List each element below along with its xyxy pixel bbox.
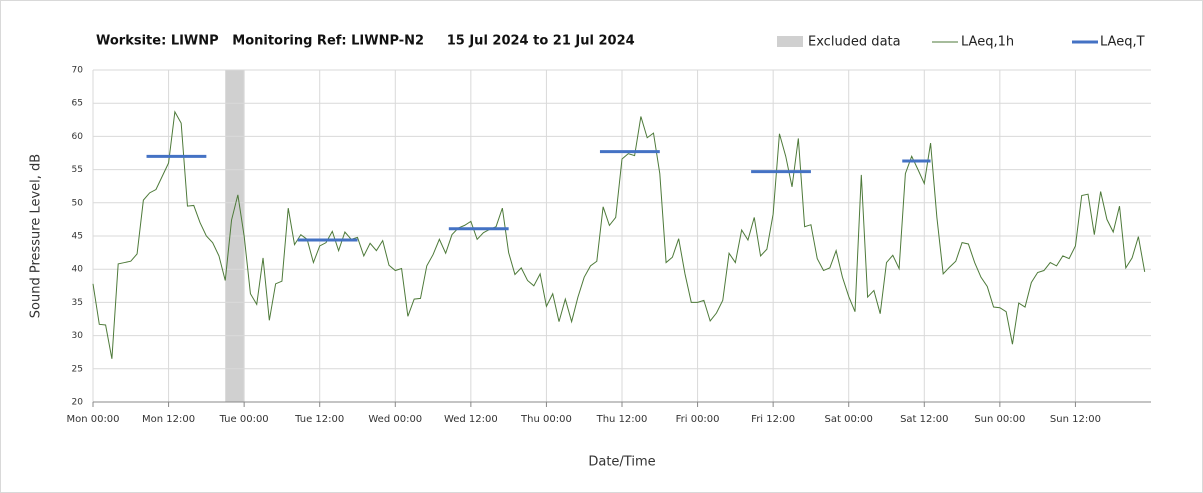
- y-tick-label: 65: [72, 99, 83, 109]
- x-tick-label: Mon 00:00: [66, 414, 119, 425]
- y-tick-label: 30: [72, 331, 84, 341]
- y-tick-label: 55: [72, 165, 83, 175]
- x-tick-label: Sun 00:00: [974, 414, 1025, 425]
- y-tick-label: 60: [72, 132, 84, 142]
- x-tick-label: Sat 12:00: [900, 414, 948, 425]
- x-tick-label: Tue 00:00: [219, 414, 269, 425]
- x-tick-label: Wed 12:00: [444, 414, 498, 425]
- x-tick-label: Sun 12:00: [1050, 414, 1101, 425]
- legend-label: Excluded data: [808, 35, 901, 50]
- y-tick-label: 20: [72, 398, 84, 408]
- x-tick-label: Mon 12:00: [142, 414, 195, 425]
- x-tick-label: Fri 12:00: [751, 414, 795, 425]
- legend-label: LAeq,T: [1100, 35, 1145, 50]
- x-tick-label: Tue 12:00: [294, 414, 344, 425]
- y-tick-label: 35: [72, 298, 83, 308]
- x-tick-label: Thu 00:00: [520, 414, 572, 425]
- y-tick-label: 25: [72, 364, 83, 374]
- y-axis-label: Sound Pressure Level, dB: [29, 154, 44, 318]
- y-tick-label: 40: [72, 265, 84, 275]
- x-tick-label: Fri 00:00: [676, 414, 720, 425]
- legend-swatch-excluded: [777, 36, 803, 47]
- y-tick-label: 50: [72, 198, 84, 208]
- x-tick-label: Wed 00:00: [368, 414, 422, 425]
- x-tick-label: Sat 00:00: [825, 414, 873, 425]
- legend-label: LAeq,1h: [961, 35, 1014, 50]
- chart-title: Worksite: LIWNP Monitoring Ref: LIWNP-N2…: [96, 34, 635, 49]
- y-tick-label: 45: [72, 232, 83, 242]
- x-tick-label: Thu 12:00: [596, 414, 648, 425]
- line-series: [92, 110, 1146, 359]
- x-axis-label: Date/Time: [588, 455, 655, 470]
- y-tick-label: 70: [72, 66, 84, 76]
